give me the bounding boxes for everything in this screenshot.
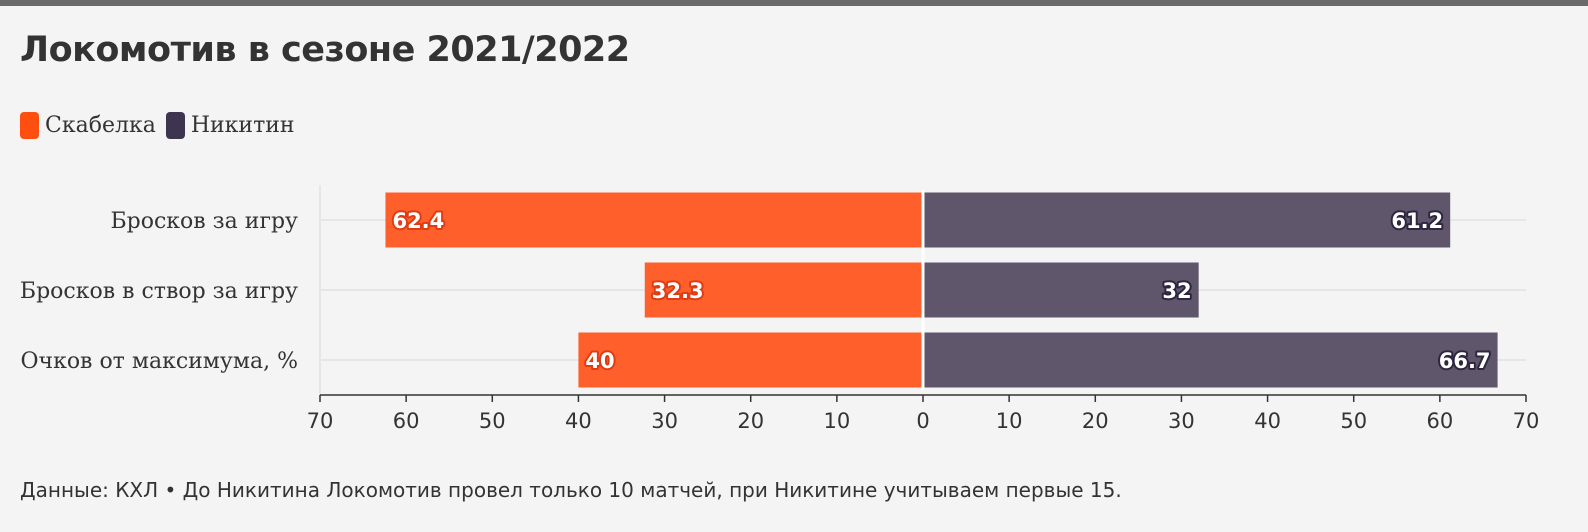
x-tick-label: 0: [916, 409, 929, 433]
bar-right: [924, 192, 1451, 248]
diverging-bar-chart: 70 60 50 40 30 20 10 0 10 20 30 40 50 60 70 Бросков за …: [20, 185, 1540, 433]
bar-left-value: 40: [585, 349, 614, 373]
legend-swatch-left: [20, 112, 39, 139]
x-tick-label: 20: [737, 409, 764, 433]
legend-label-right: Никитин: [190, 113, 295, 138]
bar-left: [385, 192, 922, 248]
category-label: Бросков в створ за игру: [20, 279, 298, 304]
bar-right: [924, 262, 1199, 318]
bar-left-value: 32.3: [652, 279, 704, 303]
x-tick-label: 20: [1082, 409, 1109, 433]
x-tick-label: 50: [1340, 409, 1367, 433]
legend: Скабелка Никитин: [20, 112, 305, 139]
x-tick-label: 60: [1426, 409, 1453, 433]
legend-item-right: Никитин: [165, 112, 295, 139]
chart-title: Локомотив в сезоне 2021/2022: [20, 30, 630, 70]
x-tick-label: 10: [823, 409, 850, 433]
legend-item-left: Скабелка: [20, 112, 156, 139]
bar-left: [578, 332, 922, 388]
bar-right-value: 32: [1162, 279, 1191, 303]
source-note: Данные: КХЛ • До Никитина Локомотив пров…: [20, 478, 1122, 502]
x-tick-label: 70: [307, 409, 334, 433]
top-bar: [0, 0, 1588, 6]
bar-left: [644, 262, 922, 318]
x-tick-label: 50: [479, 409, 506, 433]
x-tick-label: 60: [393, 409, 420, 433]
x-tick-label: 30: [1168, 409, 1195, 433]
bar-right-value: 66.7: [1439, 349, 1491, 373]
bar-right-value: 61.2: [1391, 209, 1443, 233]
bar-left-value: 62.4: [392, 209, 444, 233]
x-tick-label: 40: [1254, 409, 1281, 433]
x-tick-label: 10: [996, 409, 1023, 433]
legend-label-left: Скабелка: [45, 113, 156, 138]
category-label: Бросков за игру: [110, 209, 298, 234]
x-tick-label: 30: [651, 409, 678, 433]
category-label: Очков от максимума, %: [20, 349, 298, 374]
bar-right: [924, 332, 1498, 388]
x-tick-label: 40: [565, 409, 592, 433]
legend-swatch-right: [165, 112, 185, 139]
x-tick-label: 70: [1513, 409, 1540, 433]
